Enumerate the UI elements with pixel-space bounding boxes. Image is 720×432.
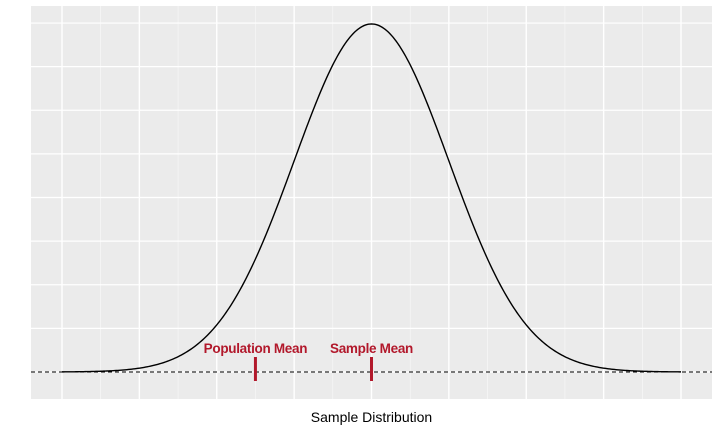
sample-mean-label: Sample Mean [330, 341, 413, 356]
density-curve [61, 23, 682, 373]
mean-markers: Population Mean Sample Mean [204, 341, 413, 381]
population-mean-label: Population Mean [204, 341, 308, 356]
x-axis-title: Sample Distribution [311, 409, 432, 425]
major-gridlines [31, 6, 712, 399]
minor-gridlines [100, 6, 643, 399]
